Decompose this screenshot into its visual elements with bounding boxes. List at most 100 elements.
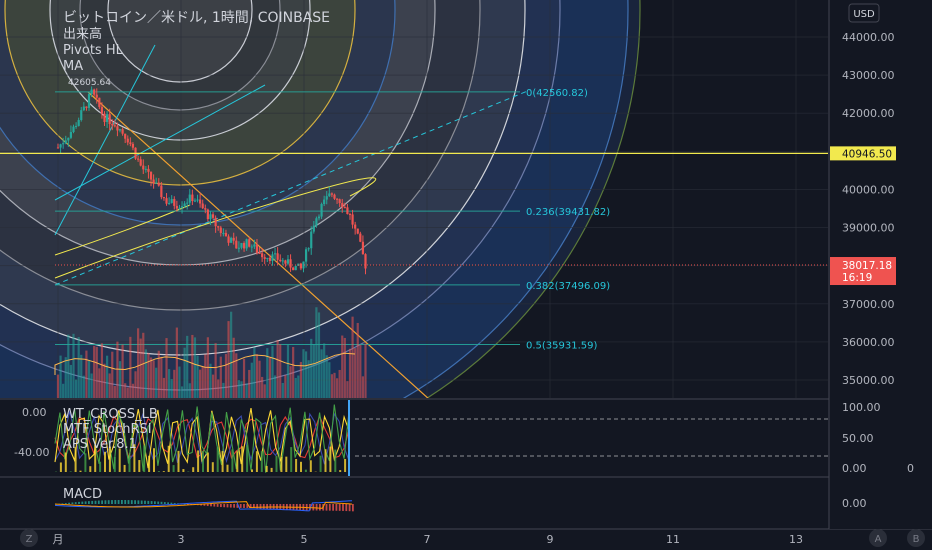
candle-body: [328, 193, 331, 197]
macd-hist-bar: [91, 500, 94, 504]
macd-hist-bar: [332, 504, 334, 511]
candle-body: [315, 218, 318, 226]
currency-button[interactable]: [848, 3, 880, 23]
main-price-pane[interactable]: 0(42560.82) 0.236(39431.82) 0.382(37496.09…: [0, 0, 828, 529]
oscillator-bar: [133, 444, 136, 472]
candle-body: [178, 207, 181, 209]
volume-bar: [299, 361, 302, 398]
oscillator-bar: [167, 445, 170, 472]
oscillator-pane[interactable]: [54, 400, 350, 476]
volume-bar: [312, 344, 315, 398]
volume-bar: [227, 321, 230, 398]
time-axis-label: 3: [178, 533, 185, 546]
volume-ma-line: [54, 352, 356, 375]
macd-hist-bar: [71, 502, 74, 504]
time-axis-label: 7: [424, 533, 431, 546]
auto-scale-button[interactable]: [869, 529, 887, 547]
channel-line-short: [54, 44, 156, 236]
macd-hist-bar: [107, 500, 110, 504]
indicator-stochrsi-label[interactable]: MTF StochRSI: [63, 422, 152, 437]
candle-body: [250, 246, 253, 248]
volume-bar: [116, 341, 119, 398]
candle-body: [304, 249, 308, 262]
volume-bar: [304, 351, 308, 398]
macd-hist-bar: [315, 504, 318, 511]
macd-hist-bar: [81, 501, 84, 504]
volume-bar: [126, 387, 129, 398]
volume-bar: [341, 335, 344, 398]
candle-body: [299, 263, 302, 269]
candle-body: [80, 110, 83, 121]
volume-bar: [255, 354, 259, 398]
macd-hist-bar: [233, 504, 235, 508]
macd-hist-bar: [88, 501, 90, 504]
candle-body: [74, 125, 78, 127]
candle-body: [268, 257, 271, 261]
oscillator-bar: [206, 452, 209, 472]
volume-bar: [77, 337, 80, 398]
oscillator-bar: [148, 455, 151, 472]
time-axis[interactable]: 月 3 5 7 9 11 13: [53, 533, 804, 546]
candle-body: [139, 159, 142, 166]
volume-bar: [147, 353, 150, 398]
volume-bar: [103, 363, 106, 398]
candle-body: [95, 94, 98, 98]
volume-bar: [183, 347, 186, 398]
candle-body: [201, 203, 204, 209]
macd-hist-bar: [187, 504, 189, 505]
macd-hist-bar: [239, 504, 242, 508]
candle-body: [69, 132, 73, 138]
macd-hist-bar: [137, 500, 140, 504]
indicator-pivots-label[interactable]: Pivots HL: [63, 43, 124, 58]
candle-body: [129, 142, 132, 144]
candle-body: [162, 197, 166, 199]
macd-right-tick: 0.00: [842, 497, 867, 510]
volume-bar: [330, 374, 334, 398]
pivot-high-label: 42605.64: [68, 78, 111, 88]
candle-body: [142, 165, 145, 170]
fib-label-1: 0.236(39431.82): [526, 207, 610, 218]
price-tick-label: 35000.00: [842, 374, 895, 387]
volume-bar: [93, 345, 96, 398]
candle-body: [286, 259, 290, 264]
indicator-aps-label[interactable]: APS Ver.8.1: [63, 437, 137, 452]
volume-bar: [100, 343, 104, 398]
candle-body: [312, 225, 315, 232]
macd-hist-bar: [259, 504, 262, 509]
indicator-wt-cross-label[interactable]: WT_CROSS_LB: [63, 407, 158, 422]
volume-bar: [80, 354, 83, 398]
volume-bar: [307, 360, 310, 398]
candle-body: [209, 214, 212, 220]
volume-bar: [155, 367, 158, 398]
candle-body: [232, 237, 235, 241]
macd-hist-bar: [203, 504, 206, 506]
indicator-volume-label[interactable]: 出来高: [63, 26, 102, 42]
volume-bar: [276, 340, 279, 398]
macd-pane[interactable]: [54, 500, 354, 512]
indicator-ma-label[interactable]: MA: [63, 59, 83, 74]
volume-bar: [263, 384, 266, 398]
volume-bar: [237, 380, 240, 398]
macd-title[interactable]: MACD: [63, 487, 102, 502]
volume-bar: [82, 375, 85, 398]
candle-body: [279, 259, 282, 262]
oscillator-bar: [251, 469, 253, 472]
candlestick-series: [56, 86, 367, 275]
candle-body: [341, 203, 344, 208]
oscillator-bar: [153, 448, 155, 472]
macd-hist-bar: [101, 500, 103, 504]
candle-body: [289, 259, 292, 268]
candle-body: [165, 198, 168, 204]
zoom-button[interactable]: [20, 529, 38, 547]
candle-body: [155, 182, 158, 184]
macd-hist-bar: [253, 504, 255, 508]
macd-hist-bar: [210, 504, 212, 507]
symbol-title[interactable]: ビットコイン／米ドル, 1時間, COINBASE: [63, 10, 330, 26]
oscillator-bar: [157, 471, 160, 472]
candle-body: [230, 237, 233, 243]
channel-line-mid: [54, 89, 531, 286]
macd-hist-bar: [74, 502, 77, 504]
channel-line-upper: [54, 84, 266, 201]
candle-body: [131, 143, 135, 148]
log-scale-button[interactable]: [907, 529, 925, 547]
